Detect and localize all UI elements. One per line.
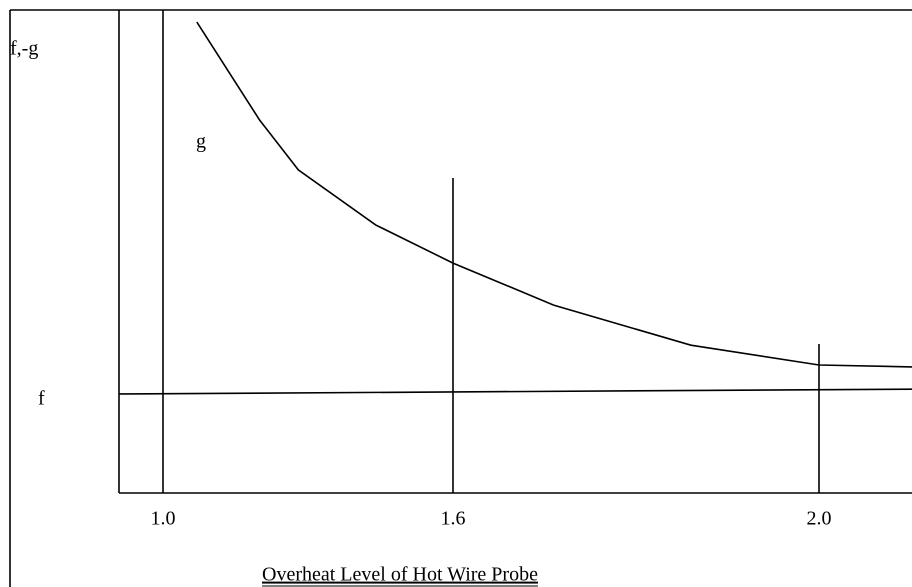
line-series (196, 21, 912, 368)
x-tick-label: 1.0 (151, 508, 176, 530)
series-label: g (196, 131, 206, 153)
x-axis-label: Overheat Level of Hot Wire Probe (262, 564, 538, 586)
x-tick-label: 1.6 (441, 508, 466, 530)
series-label: f (38, 388, 45, 410)
x-tick-label: 2.0 (807, 508, 832, 530)
line-series (118, 388, 912, 395)
y-axis-label: f,-g (10, 38, 38, 60)
